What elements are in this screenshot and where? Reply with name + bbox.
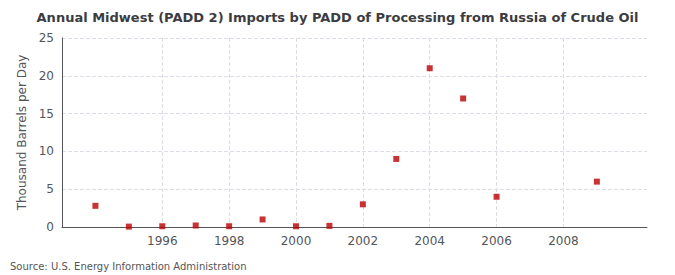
svg-text:10: 10 (39, 144, 54, 158)
svg-text:1998: 1998 (214, 234, 245, 248)
svg-text:2000: 2000 (281, 234, 312, 248)
svg-text:20: 20 (39, 69, 54, 83)
svg-text:2004: 2004 (414, 234, 445, 248)
svg-text:Thousand Barrels per Day: Thousand Barrels per Day (15, 55, 29, 212)
svg-text:0: 0 (46, 220, 54, 234)
svg-text:1996: 1996 (147, 234, 178, 248)
svg-text:2002: 2002 (348, 234, 379, 248)
svg-text:5: 5 (46, 182, 54, 196)
svg-text:2008: 2008 (548, 234, 579, 248)
svg-text:25: 25 (39, 31, 54, 45)
svg-text:15: 15 (39, 107, 54, 121)
svg-text:Annual Midwest (PADD 2) Import: Annual Midwest (PADD 2) Imports by PADD … (37, 10, 639, 25)
svg-text:Source: U.S. Energy Informatio: Source: U.S. Energy Information Administ… (10, 261, 247, 272)
svg-text:2006: 2006 (481, 234, 512, 248)
